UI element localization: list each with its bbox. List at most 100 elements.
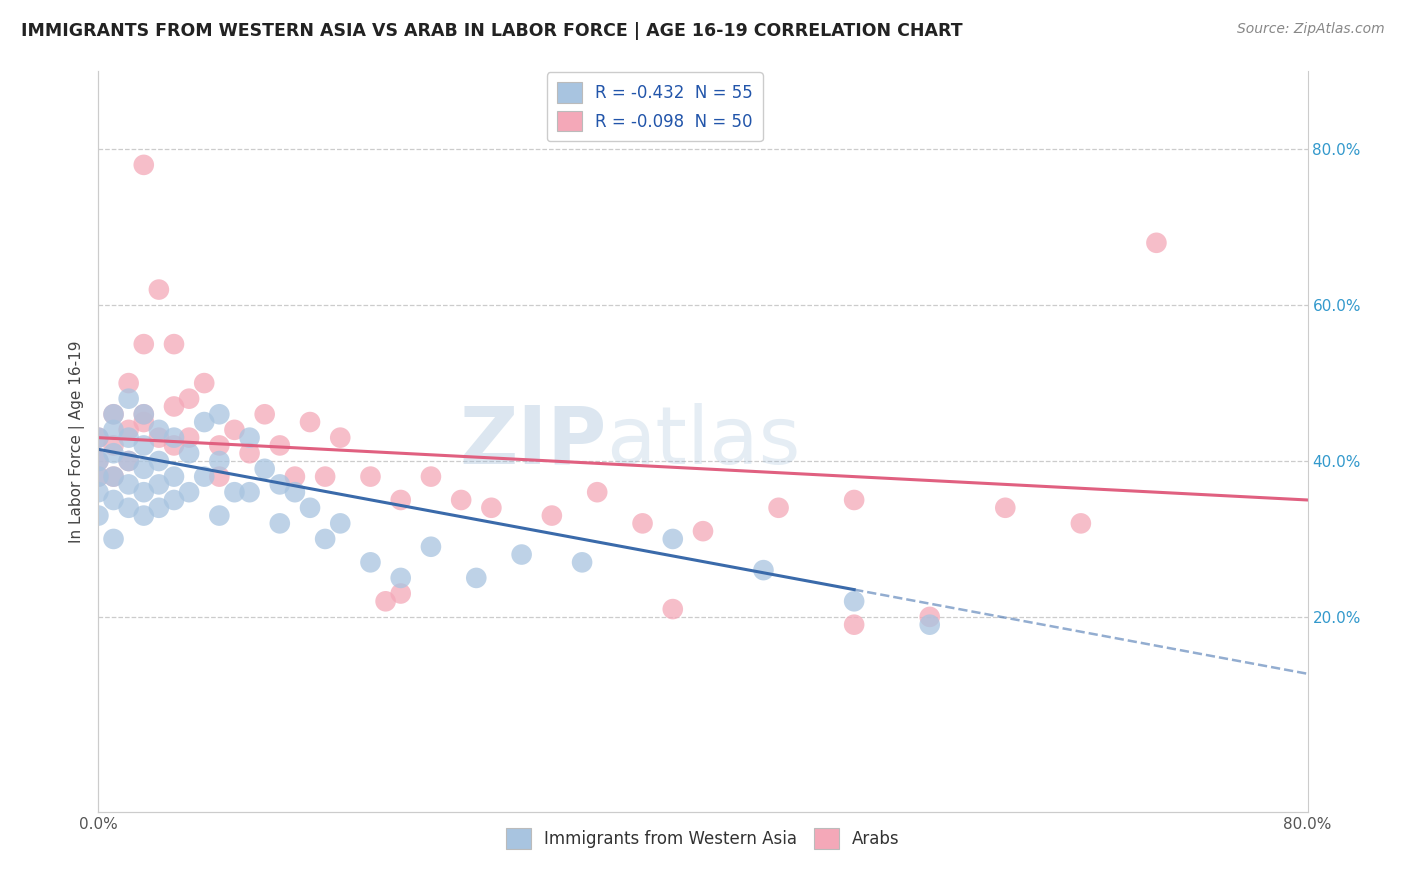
Point	[87, 469, 110, 483]
Point	[163, 431, 186, 445]
Point	[118, 392, 141, 406]
Point	[420, 469, 443, 483]
Point	[1144, 235, 1167, 250]
Point	[994, 500, 1017, 515]
Point	[420, 540, 443, 554]
Point	[87, 469, 110, 483]
Point	[103, 446, 125, 460]
Point	[208, 438, 231, 452]
Point	[481, 500, 503, 515]
Point	[118, 423, 141, 437]
Point	[208, 508, 231, 523]
Point	[132, 158, 155, 172]
Point	[586, 485, 609, 500]
Point	[103, 438, 125, 452]
Point	[465, 571, 488, 585]
Point	[132, 337, 155, 351]
Text: ZIP: ZIP	[458, 402, 606, 481]
Point	[179, 392, 201, 406]
Point	[844, 617, 866, 632]
Point	[269, 438, 291, 452]
Point	[132, 407, 155, 421]
Point	[118, 500, 141, 515]
Point	[103, 532, 125, 546]
Point	[269, 477, 291, 491]
Point	[284, 485, 307, 500]
Point	[450, 493, 472, 508]
Point	[163, 438, 186, 452]
Point	[389, 493, 412, 508]
Point	[661, 602, 683, 616]
Point	[571, 555, 593, 569]
Text: IMMIGRANTS FROM WESTERN ASIA VS ARAB IN LABOR FORCE | AGE 16-19 CORRELATION CHAR: IMMIGRANTS FROM WESTERN ASIA VS ARAB IN …	[21, 22, 963, 40]
Point	[87, 454, 110, 468]
Point	[148, 500, 170, 515]
Point	[284, 469, 307, 483]
Point	[918, 617, 941, 632]
Point	[360, 555, 382, 569]
Point	[768, 500, 790, 515]
Point	[193, 376, 215, 390]
Point	[103, 469, 125, 483]
Point	[118, 454, 141, 468]
Point	[87, 485, 110, 500]
Point	[163, 337, 186, 351]
Point	[148, 423, 170, 437]
Point	[844, 594, 866, 608]
Point	[918, 610, 941, 624]
Point	[389, 571, 412, 585]
Point	[132, 407, 155, 421]
Point	[103, 469, 125, 483]
Point	[148, 283, 170, 297]
Point	[253, 407, 276, 421]
Point	[132, 438, 155, 452]
Point	[329, 516, 352, 531]
Point	[87, 454, 110, 468]
Point	[239, 431, 262, 445]
Point	[844, 493, 866, 508]
Point	[299, 500, 322, 515]
Point	[208, 407, 231, 421]
Point	[208, 469, 231, 483]
Point	[179, 446, 201, 460]
Point	[179, 485, 201, 500]
Point	[510, 548, 533, 562]
Point	[299, 415, 322, 429]
Point	[540, 508, 562, 523]
Point	[224, 485, 246, 500]
Point	[692, 524, 714, 538]
Point	[163, 493, 186, 508]
Point	[148, 431, 170, 445]
Point	[208, 454, 231, 468]
Point	[314, 469, 336, 483]
Point	[193, 469, 215, 483]
Point	[132, 462, 155, 476]
Point	[132, 508, 155, 523]
Point	[132, 415, 155, 429]
Point	[752, 563, 775, 577]
Point	[389, 586, 412, 600]
Point	[163, 400, 186, 414]
Text: atlas: atlas	[606, 402, 800, 481]
Point	[179, 431, 201, 445]
Point	[103, 493, 125, 508]
Point	[118, 376, 141, 390]
Point	[103, 423, 125, 437]
Point	[631, 516, 654, 531]
Point	[1070, 516, 1092, 531]
Text: Source: ZipAtlas.com: Source: ZipAtlas.com	[1237, 22, 1385, 37]
Point	[269, 516, 291, 531]
Point	[360, 469, 382, 483]
Point	[239, 485, 262, 500]
Point	[87, 431, 110, 445]
Point	[118, 431, 141, 445]
Point	[148, 454, 170, 468]
Point	[103, 407, 125, 421]
Point	[87, 508, 110, 523]
Point	[329, 431, 352, 445]
Point	[132, 485, 155, 500]
Point	[118, 477, 141, 491]
Point	[314, 532, 336, 546]
Point	[374, 594, 396, 608]
Y-axis label: In Labor Force | Age 16-19: In Labor Force | Age 16-19	[69, 340, 86, 543]
